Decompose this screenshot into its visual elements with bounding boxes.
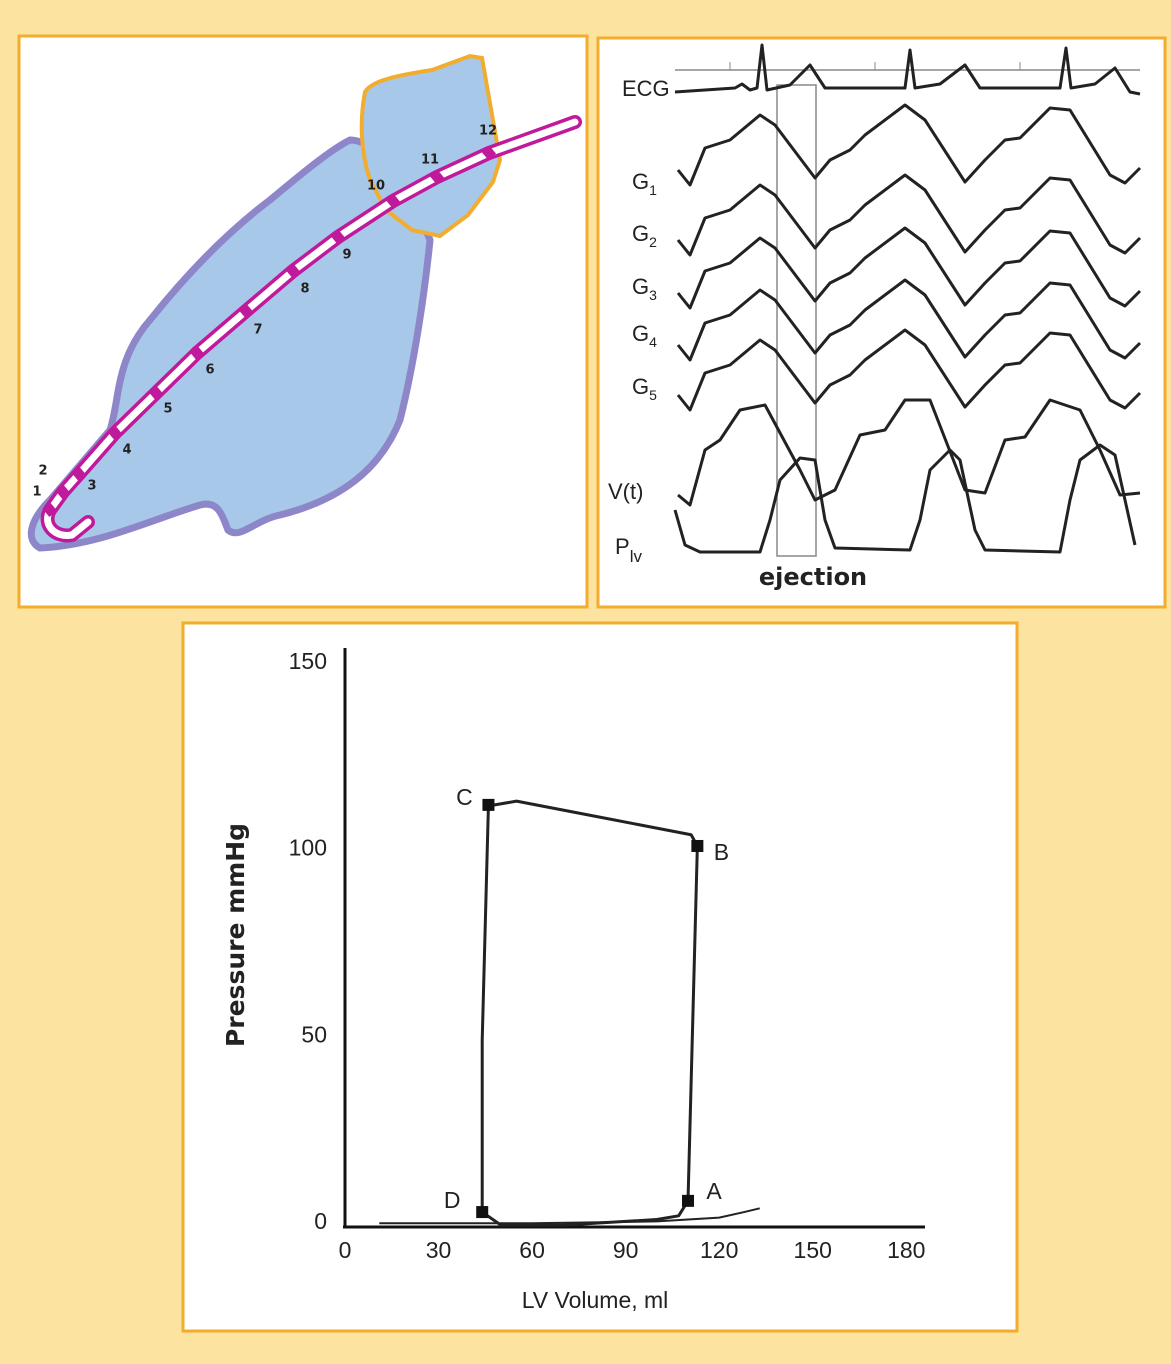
electrode (71, 466, 87, 482)
electrode (42, 502, 58, 518)
electrode (481, 145, 497, 161)
point-label: A (706, 1178, 722, 1204)
electrode-label: 8 (300, 282, 309, 297)
y-tick-label: 100 (289, 835, 327, 861)
y-tick-label: 50 (301, 1021, 327, 1047)
trace-label: G1 (632, 169, 657, 198)
x-tick-label: 150 (794, 1237, 832, 1263)
point-marker (482, 798, 495, 811)
panel (181, 621, 1019, 1333)
electrode (107, 425, 123, 441)
electrode-label: 4 (122, 443, 131, 458)
pressure-trace (673, 443, 1137, 554)
y-tick-label: 150 (289, 648, 327, 674)
trace-label: ECG (622, 76, 670, 101)
volume-trace (677, 398, 1141, 507)
point-label: D (444, 1187, 461, 1213)
g-trace (676, 173, 1142, 257)
point-marker (691, 839, 704, 852)
electrode-label: 5 (163, 402, 172, 417)
trace-label-main: G (632, 374, 649, 399)
trace-label-sub: 5 (649, 387, 657, 403)
trace-label-sub: 1 (649, 182, 657, 198)
g-trace (676, 103, 1142, 187)
g-trace (676, 278, 1142, 362)
trace-label: V(t) (608, 479, 643, 504)
trace-label-main: G (632, 274, 649, 299)
aorta (359, 53, 503, 239)
trace-label-main: G (632, 321, 649, 346)
electrode (238, 303, 254, 319)
point-marker (476, 1206, 489, 1219)
electrode-label: 11 (421, 153, 439, 168)
g-trace (676, 328, 1142, 412)
electrode-label: 6 (205, 363, 214, 378)
catheter-lumen (44, 118, 579, 539)
point-marker (682, 1194, 695, 1207)
y-tick-label: 0 (314, 1208, 327, 1234)
electrode-label: 10 (367, 179, 385, 194)
x-tick-label: 0 (339, 1237, 352, 1263)
trace-label-sub: 3 (649, 287, 657, 303)
trace-label: Plv (615, 534, 642, 567)
x-axis-label: LV Volume, ml (522, 1287, 669, 1313)
electrode-label: 9 (342, 248, 351, 263)
electrode-label: 2 (38, 464, 47, 479)
electrode-label: 1 (32, 485, 41, 500)
ejection-window (776, 84, 817, 557)
trace-label: G5 (632, 374, 657, 403)
electrode (330, 229, 346, 245)
trace-label: G4 (632, 321, 657, 350)
ejection-label: ejection (759, 563, 867, 591)
panel (596, 36, 1167, 609)
trace-label-sub: 4 (649, 334, 657, 350)
point-label: C (456, 784, 473, 810)
x-tick-label: 30 (426, 1237, 452, 1263)
trace-label-sub: 2 (649, 234, 657, 250)
electrode (429, 169, 445, 185)
electrode-label: 3 (87, 479, 96, 494)
trace-label: G2 (632, 221, 657, 250)
electrode (189, 345, 205, 361)
trace-label-main: G (632, 221, 649, 246)
baseline-curve (379, 1207, 760, 1225)
y-axis-label: Pressure mmHg (221, 823, 250, 1047)
electrode (385, 193, 401, 209)
point-label: B (714, 839, 729, 865)
trace-label-main: G (632, 169, 649, 194)
x-tick-label: 90 (613, 1237, 639, 1263)
x-tick-label: 180 (887, 1237, 925, 1263)
ecg-trace (674, 43, 1141, 96)
electrode-label: 12 (479, 124, 497, 139)
electrode (55, 484, 71, 500)
electrode-label: 7 (253, 323, 262, 338)
x-tick-label: 60 (519, 1237, 545, 1263)
x-tick-label: 120 (700, 1237, 738, 1263)
trace-label: G3 (632, 274, 657, 303)
electrode (148, 385, 164, 401)
g-trace (676, 226, 1142, 310)
electrode (285, 263, 301, 279)
